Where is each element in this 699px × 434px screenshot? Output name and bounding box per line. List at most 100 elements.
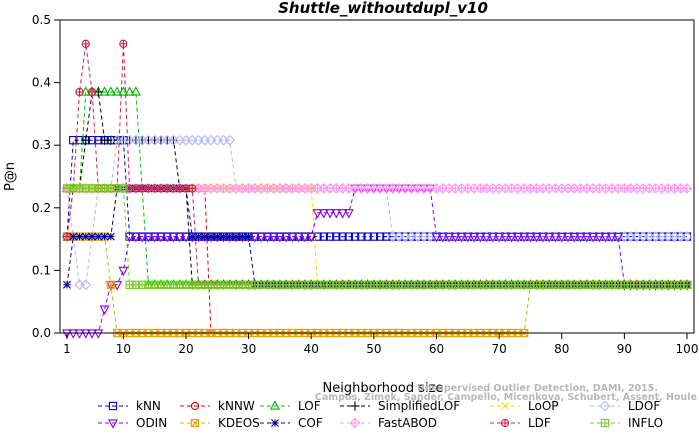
point-ODIN-80: [556, 232, 567, 243]
point-ODIN-81: [562, 232, 574, 243]
legend-label-SimplifiedLOF: SimplifiedLOF: [378, 399, 460, 413]
point-ODIN-17: [162, 232, 173, 243]
legend-item-ODIN: ODIN: [98, 416, 167, 430]
point-ODIN-37: [287, 232, 298, 243]
legend-item-LOF: LOF: [260, 399, 321, 413]
point-ODIN-20: [180, 232, 192, 243]
point-ODIN-42: [318, 209, 329, 219]
point-ODIN-64: [456, 232, 467, 243]
point-kNN-47: [350, 232, 360, 241]
point-ODIN-36: [281, 232, 292, 243]
point-kNN-44: [332, 232, 341, 241]
legend-marker-LoOP: [501, 402, 509, 410]
point-kNN-96: [657, 232, 667, 241]
point-ODIN-31: [249, 232, 260, 243]
point-COF-8: [106, 232, 115, 241]
x-axis-label: Neighborhood size: [323, 381, 444, 396]
point-ODIN-83: [575, 232, 586, 243]
point-ODIN-1: [61, 329, 73, 339]
x-tick-label-1: 1: [63, 342, 71, 356]
legend-marker-kNN: [108, 401, 118, 411]
point-LOF-8: [105, 86, 116, 96]
point-ODIN-14: [143, 232, 154, 243]
legend-item-FastABOD: FastABOD: [340, 416, 437, 430]
point-LOF-4: [80, 86, 91, 96]
legend-marker-INFLO: [600, 418, 610, 428]
point-COF-27: [225, 232, 234, 241]
point-ODIN-44: [331, 209, 342, 219]
x-tick-label-90: 90: [617, 342, 632, 356]
point-kNN-46: [344, 232, 353, 241]
point-ODIN-87: [600, 232, 611, 243]
point-ODIN-77: [537, 232, 548, 243]
legend-marker-kNNW: [190, 401, 200, 411]
point-COF-24: [207, 232, 216, 241]
chart-title: Shuttle_withoutdupl_v10: [278, 0, 488, 17]
point-ODIN-63: [450, 232, 461, 243]
point-LOF-12: [130, 86, 141, 96]
y-tick-label-0.1: 0.1: [32, 263, 51, 277]
x-tick-label-30: 30: [241, 342, 256, 356]
point-ODIN-76: [531, 232, 542, 243]
point-COF-1: [63, 280, 71, 289]
point-ODIN-69: [487, 232, 498, 243]
point-ODIN-38: [293, 232, 304, 243]
legend-item-kNN: kNN: [98, 399, 161, 413]
x-tick-label-80: 80: [554, 342, 569, 356]
legend-marker-FastABOD: [349, 417, 361, 429]
legend: kNN kNNW LOF SimplifiedLOF LoOP LDOF ODIN KDEOS…: [98, 399, 663, 430]
point-COF-7: [100, 232, 109, 241]
point-COF-3: [75, 232, 84, 241]
point-ODIN-85: [588, 232, 599, 243]
point-ODIN-33: [262, 232, 273, 243]
point-kNN-58: [419, 232, 429, 241]
legend-label-kNN: kNN: [136, 399, 161, 413]
point-ODIN-79: [550, 232, 561, 243]
legend-marker-LDF: [500, 418, 510, 428]
point-ODIN-39: [299, 232, 310, 243]
point-ODIN-13: [137, 232, 148, 243]
point-kNN-52: [382, 232, 391, 241]
point-ODIN-9: [112, 281, 123, 291]
point-COF-28: [232, 232, 241, 241]
y-tick-label-0.5: 0.5: [32, 13, 51, 27]
series-ODIN: [61, 184, 693, 339]
point-ODIN-15: [149, 232, 160, 243]
legend-marker-COF: [271, 419, 279, 427]
point-LDF-21: [188, 184, 197, 193]
y-tick-label-0.4: 0.4: [32, 76, 51, 90]
point-COF-29: [238, 232, 247, 241]
series-INFLO: [62, 184, 692, 289]
point-ODIN-67: [475, 232, 486, 243]
point-ODIN-41: [312, 209, 323, 219]
legend-item-COF: COF: [260, 416, 323, 430]
x-tick-label-70: 70: [491, 342, 506, 356]
legend-label-LDOF: LDOF: [628, 399, 660, 413]
series-kNNW: [62, 184, 216, 338]
point-ODIN-40: [306, 232, 317, 243]
point-COF-23: [200, 232, 209, 241]
point-ODIN-5: [87, 329, 98, 339]
point-INFLO-10: [119, 184, 128, 193]
point-kNN-57: [413, 232, 422, 241]
legend-label-kNNW: kNNW: [218, 399, 255, 413]
point-ODIN-72: [506, 232, 517, 243]
point-ODIN-71: [500, 232, 511, 243]
point-ODIN-86: [594, 232, 605, 243]
legend-marker-KDEOS: [190, 418, 200, 428]
point-LDF-4: [81, 39, 90, 48]
point-ODIN-60: [431, 232, 442, 243]
point-ODIN-88: [606, 232, 617, 243]
point-ODIN-70: [494, 232, 505, 243]
point-ODIN-78: [544, 232, 555, 243]
point-LOF-7: [99, 86, 110, 96]
legend-label-LDF: LDF: [528, 416, 551, 430]
legend-label-LoOP: LoOP: [528, 399, 559, 413]
point-COF-22: [194, 232, 203, 241]
point-ODIN-32: [256, 232, 267, 243]
point-kNN-97: [664, 232, 673, 241]
legend-label-INFLO: INFLO: [628, 416, 663, 430]
point-KDEOS-8: [106, 280, 115, 289]
point-LDF-10: [119, 39, 128, 48]
